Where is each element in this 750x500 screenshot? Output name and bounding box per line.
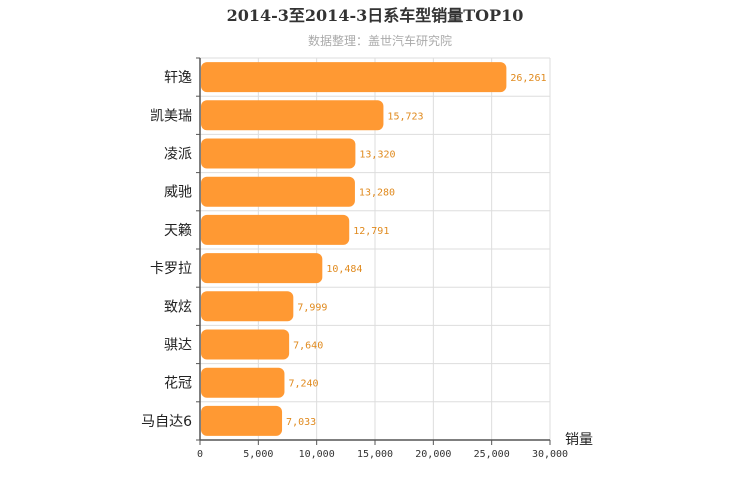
x-tick-label: 25,000	[474, 449, 510, 460]
bar	[201, 176, 355, 207]
chart-title: 2014-3至2014-3日系车型销量TOP10	[227, 6, 524, 25]
data-label: 12,791	[353, 226, 389, 237]
category-label: 马自达6	[141, 414, 192, 430]
x-axis-title: 销量	[565, 432, 593, 448]
category-label: 凯美瑞	[150, 108, 192, 124]
data-label: 7,033	[286, 417, 316, 428]
category-label: 卡罗拉	[150, 261, 192, 277]
x-tick-label: 30,000	[532, 449, 568, 460]
data-label: 7,640	[293, 341, 323, 352]
bar	[201, 138, 356, 169]
bar	[201, 62, 507, 93]
bar	[201, 291, 294, 322]
category-label: 凌派	[164, 147, 192, 163]
category-label: 威驰	[164, 185, 192, 201]
chart-subtitle: 数据整理：盖世汽车研究院	[308, 33, 452, 48]
data-label: 13,280	[359, 188, 395, 199]
category-label: 花冠	[164, 376, 192, 392]
data-label: 7,240	[288, 379, 318, 390]
bars: 轩逸 26,261 凯美瑞 15,723 凌派 13,320 威驰 13,280 天籁 12,79…	[141, 62, 547, 436]
bar	[201, 329, 290, 360]
category-label: 骐达	[164, 338, 192, 354]
x-tick-label: 5,000	[243, 449, 273, 460]
category-label: 轩逸	[164, 70, 192, 86]
axes: 0 5,000 10,000 15,000 20,000 25,000 30,000	[196, 57, 568, 460]
data-label: 7,999	[297, 302, 327, 313]
category-label: 致炫	[164, 299, 192, 315]
x-tick-label: 20,000	[415, 449, 451, 460]
bar	[201, 253, 323, 284]
bar	[201, 367, 285, 398]
data-label: 15,723	[387, 111, 423, 122]
bar	[201, 100, 384, 131]
x-tick-label: 15,000	[357, 449, 393, 460]
x-tick-label: 10,000	[299, 449, 335, 460]
category-label: 天籁	[164, 223, 192, 239]
data-label: 26,261	[510, 73, 546, 84]
bar	[201, 214, 350, 245]
data-label: 10,484	[326, 264, 362, 275]
x-tick-label: 0	[197, 449, 203, 460]
bar	[201, 405, 283, 436]
data-label: 13,320	[359, 150, 395, 161]
